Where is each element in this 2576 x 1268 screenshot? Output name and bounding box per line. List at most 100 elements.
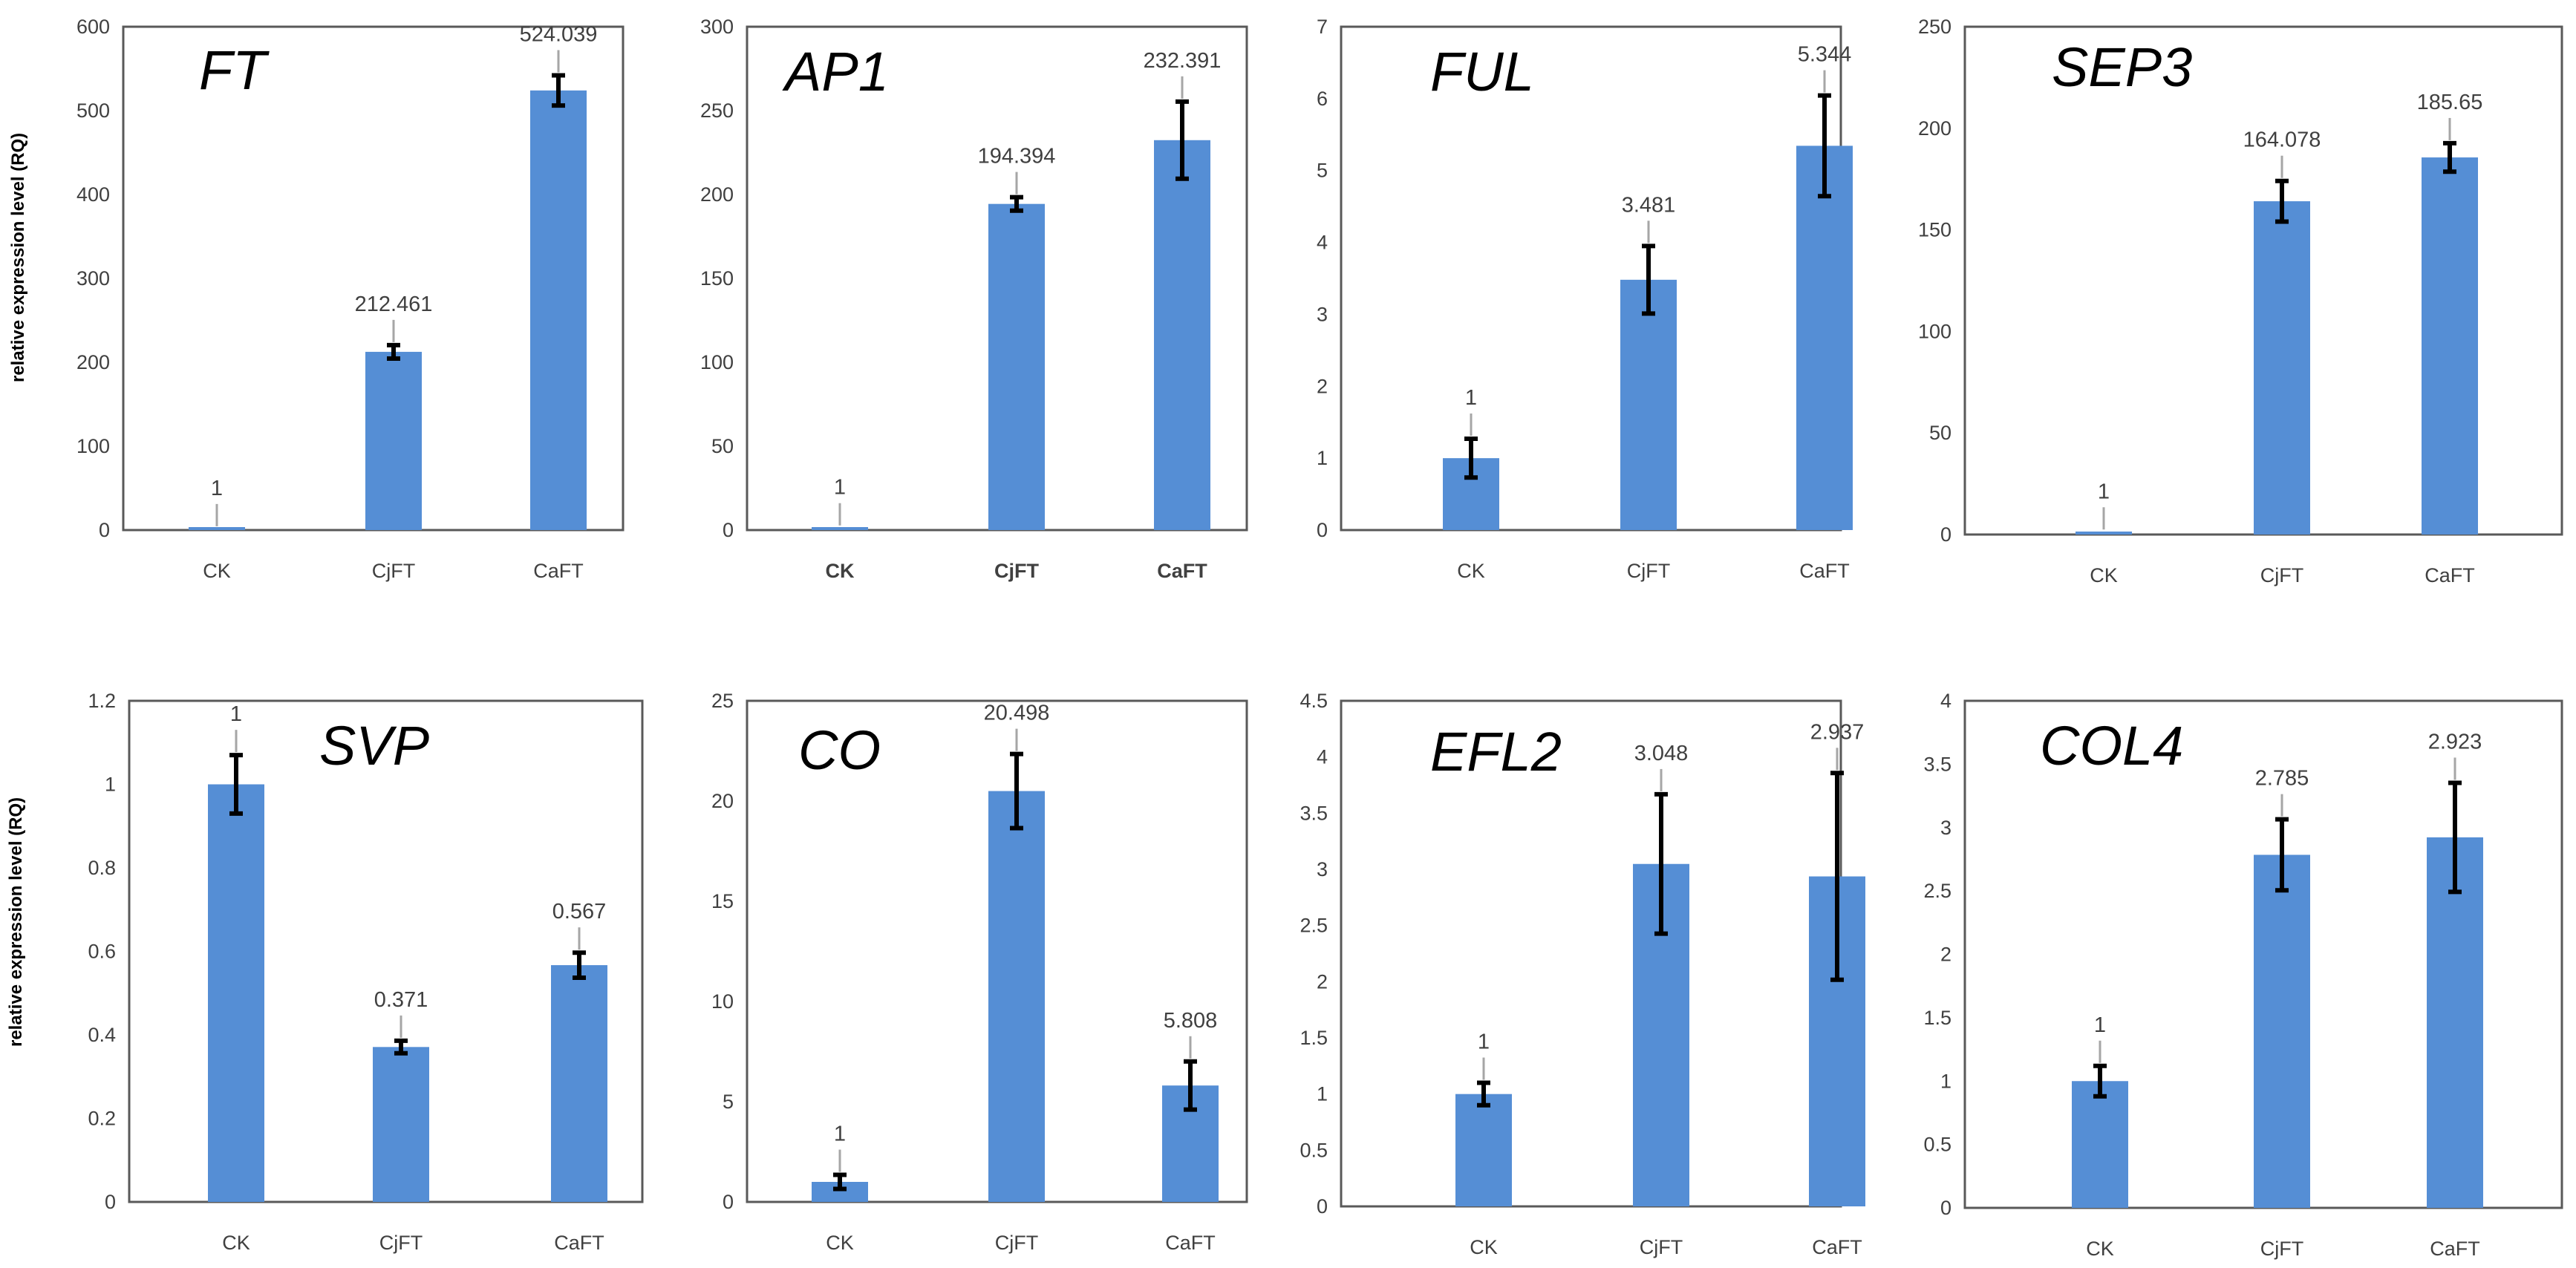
sep3-ytick-label-2: 100: [1918, 320, 1951, 342]
svp-bar-ck: [208, 784, 264, 1202]
col4-ytick-label-4: 2: [1940, 944, 1951, 966]
svp-panel-title: SVP: [319, 715, 429, 777]
ap1-ytick-label-5: 250: [700, 99, 734, 122]
co-ytick-label-1: 5: [723, 1091, 734, 1113]
ap1-value-label-ck: 1: [834, 476, 846, 500]
ful-xtick-label-cjft: CjFT: [1627, 560, 1670, 582]
col4-panel-title: COL4: [2040, 715, 2183, 777]
ft-ytick-label-6: 600: [76, 16, 110, 38]
svp-ytick-label-2: 0.4: [88, 1024, 116, 1046]
co-ytick-label-0: 0: [723, 1191, 734, 1213]
ful-ytick-label-0: 0: [1317, 519, 1328, 541]
efl2-ytick-label-9: 4.5: [1300, 690, 1328, 712]
efl2-xtick-label-ck: CK: [1470, 1236, 1498, 1258]
sep3-bar-caft: [2422, 157, 2478, 535]
efl2-bar-ck: [1455, 1094, 1512, 1206]
col4-xtick-label-ck: CK: [2086, 1238, 2114, 1260]
svp-value-label-ck: 1: [230, 702, 242, 726]
ft-xtick-label-ck: CK: [203, 560, 231, 582]
col4-ytick-label-7: 3.5: [1923, 753, 1951, 775]
ap1-bar-ck: [812, 527, 868, 530]
ful-ytick-label-3: 3: [1317, 303, 1328, 325]
ft-bar-ck: [189, 527, 245, 530]
ap1-value-label-caft: 232.391: [1144, 49, 1222, 73]
svp-xtick-label-caft: CaFT: [554, 1232, 604, 1254]
ful-xtick-label-caft: CaFT: [1799, 560, 1850, 582]
ft-ytick-label-3: 300: [76, 267, 110, 290]
efl2-xtick-label-caft: CaFT: [1812, 1236, 1862, 1258]
sep3-xtick-label-caft: CaFT: [2425, 564, 2475, 586]
efl2-ytick-label-4: 2: [1317, 970, 1328, 993]
svp-xtick-label-ck: CK: [222, 1232, 250, 1254]
ful-value-label-ck: 1: [1465, 386, 1477, 410]
ful-bar-cjft: [1620, 279, 1677, 530]
col4-ytick-label-6: 3: [1940, 817, 1951, 839]
co-ytick-label-2: 10: [711, 990, 734, 1013]
ful-ytick-label-5: 5: [1317, 160, 1328, 182]
efl2-ytick-label-5: 2.5: [1300, 915, 1328, 937]
svp-ytick-label-5: 1: [105, 774, 116, 796]
svp-ytick-label-4: 0.8: [88, 857, 116, 879]
ft-panel-title: FT: [199, 39, 270, 101]
ft-bar-cjft: [365, 351, 422, 530]
col4-xtick-label-cjft: CjFT: [2260, 1238, 2303, 1260]
ful-xtick-label-ck: CK: [1457, 560, 1485, 582]
ft-ytick-label-1: 100: [76, 435, 110, 457]
col4-bar-caft: [2427, 837, 2483, 1208]
ful-ytick-label-4: 4: [1317, 232, 1328, 254]
sep3-xtick-label-cjft: CjFT: [2260, 564, 2303, 586]
ap1-xtick-label-ck: CK: [826, 560, 855, 582]
ful-bar-caft: [1796, 146, 1853, 530]
sep3-ytick-label-1: 50: [1929, 422, 1951, 444]
col4-value-label-cjft: 2.785: [2255, 767, 2309, 791]
co-panel-title: CO: [798, 719, 881, 781]
ful-panel-title: FUL: [1430, 41, 1534, 102]
ful-ytick-label-2: 2: [1317, 375, 1328, 397]
efl2-xtick-label-cjft: CjFT: [1640, 1236, 1683, 1258]
efl2-ytick-label-2: 1: [1317, 1083, 1328, 1105]
efl2-value-label-caft: 2.937: [1810, 720, 1865, 744]
ful-value-label-caft: 5.344: [1798, 43, 1852, 67]
co-value-label-ck: 1: [834, 1122, 846, 1146]
efl2-ytick-label-1: 0.5: [1300, 1139, 1328, 1161]
co-ytick-label-5: 25: [711, 690, 734, 712]
svp-ytick-label-6: 1.2: [88, 690, 116, 712]
col4-value-label-ck: 1: [2094, 1013, 2106, 1037]
col4-ytick-label-0: 0: [1940, 1197, 1951, 1219]
sep3-ytick-label-0: 0: [1940, 523, 1951, 546]
col4-bar-cjft: [2254, 854, 2310, 1208]
efl2-plot-frame: [1340, 699, 1842, 1208]
ap1-ytick-label-6: 300: [700, 16, 734, 38]
efl2-ytick-label-7: 3.5: [1300, 802, 1328, 824]
ft-xtick-label-caft: CaFT: [533, 560, 584, 582]
svp-bar-caft: [551, 965, 607, 1202]
co-value-label-caft: 5.808: [1164, 1009, 1218, 1033]
sep3-ytick-label-5: 250: [1918, 16, 1951, 38]
co-value-label-cjft: 20.498: [984, 702, 1050, 725]
sep3-value-label-cjft: 164.078: [2243, 128, 2321, 152]
svp-ytick-label-3: 0.6: [88, 941, 116, 963]
ful-ytick-label-7: 7: [1317, 16, 1328, 38]
svp-value-label-cjft: 0.371: [374, 988, 428, 1012]
ap1-xtick-label-cjft: CjFT: [994, 560, 1039, 582]
svp-ytick-label-1: 0.2: [88, 1108, 116, 1130]
col4-ytick-label-1: 0.5: [1923, 1134, 1951, 1156]
ap1-ytick-label-0: 0: [723, 519, 734, 541]
sep3-value-label-caft: 185.65: [2417, 91, 2483, 114]
ap1-panel-title: AP1: [782, 41, 889, 102]
ful-value-label-cjft: 3.481: [1622, 193, 1676, 217]
co-xtick-label-caft: CaFT: [1165, 1232, 1216, 1254]
col4-ytick-label-8: 4: [1940, 690, 1951, 712]
col4-bar-ck: [2072, 1081, 2128, 1208]
ap1-bar-caft: [1154, 140, 1210, 531]
sep3-bar-ck: [2076, 532, 2132, 535]
efl2-ytick-label-3: 1.5: [1300, 1027, 1328, 1049]
col4-xtick-label-caft: CaFT: [2430, 1238, 2480, 1260]
ap1-ytick-label-2: 100: [700, 351, 734, 373]
ap1-value-label-cjft: 194.394: [978, 145, 1056, 169]
ft-ytick-label-0: 0: [99, 519, 110, 541]
efl2-ytick-label-6: 3: [1317, 858, 1328, 880]
co-xtick-label-cjft: CjFT: [995, 1232, 1038, 1254]
ap1-xtick-label-caft: CaFT: [1157, 560, 1207, 582]
ft-ytick-label-2: 200: [76, 351, 110, 373]
